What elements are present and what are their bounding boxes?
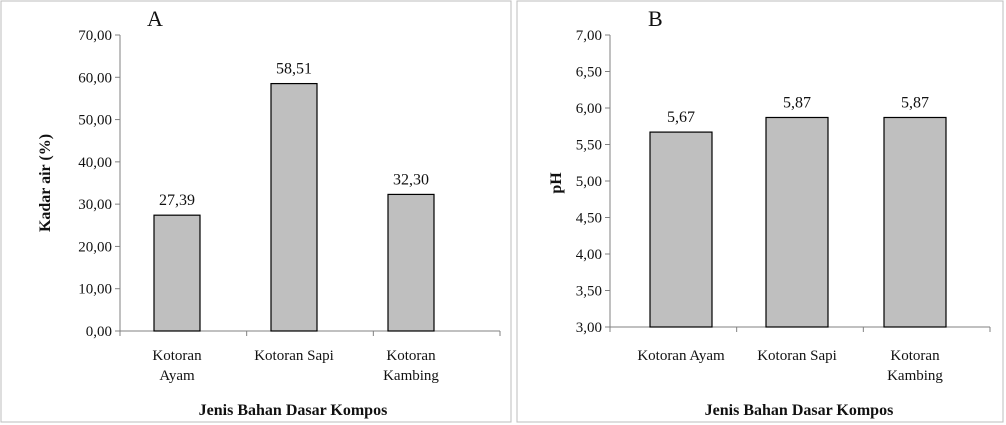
data-label: 5,67 — [667, 109, 695, 126]
bar-kotoran-ayam — [649, 131, 713, 328]
panel-label-a: A — [147, 6, 163, 31]
x-category-label: Kotoran Ayam — [152, 348, 202, 384]
data-label: 58,51 — [276, 61, 312, 78]
y-tick-label: 60,00 — [78, 70, 112, 86]
x-category-label: Kotoran Kambing — [887, 348, 943, 384]
y-tick-label: 40,00 — [78, 155, 112, 171]
bar-kotoran-kambing — [883, 116, 947, 328]
data-label: 27,39 — [159, 192, 195, 209]
y-tick-label: 6,50 — [576, 65, 602, 81]
x-axis-title-a: Jenis Bahan Dasar Kompos — [199, 402, 388, 419]
y-tick-label: 20,00 — [78, 239, 112, 255]
panel-label-b: B — [648, 6, 663, 31]
data-label: 5,87 — [901, 94, 929, 111]
y-tick-label: 4,00 — [576, 247, 602, 263]
y-tick-label: 3,00 — [576, 320, 602, 336]
y-tick-label: 30,00 — [78, 197, 112, 213]
bar-kotoran-sapi — [270, 82, 318, 332]
bar-kotoran-sapi — [765, 116, 829, 328]
x-axis-title-b: Jenis Bahan Dasar Kompos — [705, 402, 894, 419]
y-tick-label: 0,00 — [86, 324, 112, 340]
y-tick-label: 6,00 — [576, 101, 602, 117]
y-tick-label: 3,50 — [576, 284, 602, 300]
x-category-label: Kotoran Kambing — [383, 348, 439, 384]
bar-kotoran-ayam — [153, 214, 201, 332]
bar-kotoran-kambing — [387, 193, 435, 332]
x-category-label: Kotoran Sapi — [254, 348, 334, 364]
data-label: 5,87 — [783, 94, 811, 111]
y-axis-title-b: pH — [548, 172, 565, 194]
x-category-label: Kotoran Ayam — [637, 348, 725, 364]
chart-b: B 3,00 3,50 4,00 4,50 5,00 5,50 6,00 6,50 7,00 5,6… — [548, 6, 991, 419]
y-tick-label: 5,50 — [576, 138, 602, 154]
chart-a: A 0,00 10,00 20,00 30,00 40,00 50,00 60,00 70,00… — [37, 6, 501, 419]
y-tick-label: 4,50 — [576, 211, 602, 227]
x-category-label: Kotoran Sapi — [757, 348, 837, 364]
data-label: 32,30 — [393, 171, 429, 188]
y-axis-title-a: Kadar air (%) — [37, 134, 54, 232]
y-tick-label: 50,00 — [78, 113, 112, 129]
y-tick-label: 7,00 — [576, 28, 602, 44]
y-tick-label: 10,00 — [78, 282, 112, 298]
y-tick-label: 5,00 — [576, 174, 602, 190]
y-tick-label: 70,00 — [78, 28, 112, 44]
